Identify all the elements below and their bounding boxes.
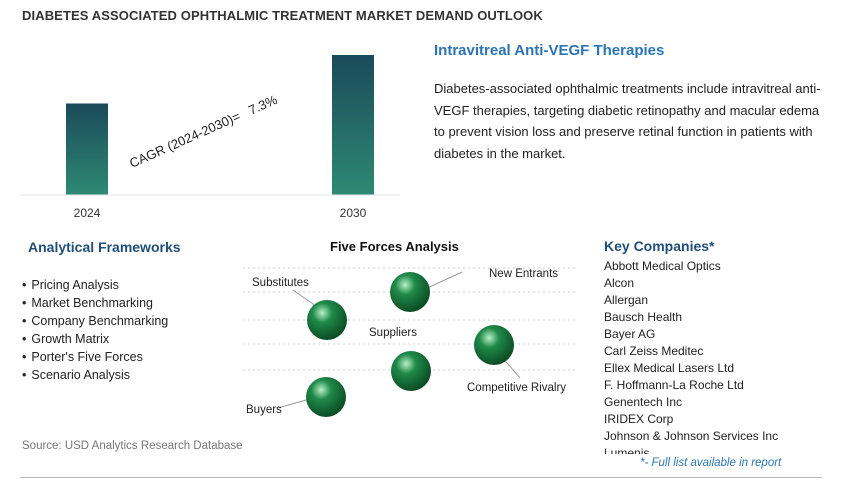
label-new-entrants: New Entrants	[489, 268, 558, 280]
sphere-substitutes	[307, 300, 347, 340]
sphere-new-entrants	[390, 272, 430, 312]
bar-2030	[332, 55, 374, 195]
framework-item: Porter's Five Forces	[22, 348, 168, 366]
framework-item: Market Benchmarking	[22, 294, 168, 312]
cagr-annotation: CAGR (2024-2030)= 7.3%	[127, 92, 280, 171]
companies-title: Key Companies*	[604, 238, 715, 254]
company-item: Johnson & Johnson Services Inc	[604, 429, 779, 443]
bar-2024	[66, 103, 108, 195]
company-item: Ellex Medical Lasers Ltd	[604, 361, 735, 375]
page-title: DIABETES ASSOCIATED OPHTHALMIC TREATMENT…	[22, 8, 543, 23]
x-tick-label: 2024	[74, 206, 101, 220]
x-tick-label: 2030	[340, 206, 367, 220]
company-item: Allergan	[604, 293, 649, 307]
label-substitutes: Substitutes	[252, 277, 309, 289]
company-item: Lumenis	[604, 446, 650, 454]
market-bar-chart: 2024 2030 CAGR (2024-2030)= 7.3%	[20, 55, 400, 220]
label-buyers: Buyers	[246, 404, 282, 416]
framework-item: Company Benchmarking	[22, 312, 168, 330]
sphere-competitive-rivalry	[474, 325, 514, 365]
segment-description: Diabetes-associated ophthalmic treatment…	[434, 81, 821, 161]
company-item: Carl Zeiss Meditec	[604, 344, 704, 358]
company-item: Bausch Health	[604, 310, 683, 324]
segment-title: Intravitreal Anti-VEGF Therapies	[434, 42, 665, 59]
company-item: Genentech Inc	[604, 395, 683, 409]
company-item: Bayer AG	[604, 327, 656, 341]
full-list-footnote: *- Full list available in report	[640, 457, 782, 469]
framework-item: Growth Matrix	[22, 330, 168, 348]
frameworks-list: Pricing AnalysisMarket BenchmarkingCompa…	[22, 276, 168, 384]
companies-list: Abbott Medical Optics Alcon Allergan Bausch…	[604, 258, 834, 454]
frameworks-title: Analytical Frameworks	[28, 239, 181, 255]
company-item: IRIDEX Corp	[604, 412, 674, 426]
five-forces-title: Five Forces Analysis	[330, 239, 459, 254]
company-item: Alcon	[604, 276, 635, 290]
bottom-divider	[20, 477, 822, 478]
sphere-suppliers	[391, 351, 431, 391]
framework-item: Scenario Analysis	[22, 366, 168, 384]
company-item: Abbott Medical Optics	[604, 259, 721, 273]
company-item: F. Hoffmann-La Roche Ltd	[604, 378, 744, 392]
sphere-buyers	[306, 377, 346, 417]
companies-list-viewport: Abbott Medical Optics Alcon Allergan Bausch…	[604, 258, 834, 454]
source-note: Source: USD Analytics Research Database	[22, 440, 243, 452]
label-suppliers: Suppliers	[369, 327, 417, 339]
label-competitive-rivalry: Competitive Rivalry	[467, 382, 566, 394]
five-forces-diagram: Substitutes New Entrants Suppliers Compe…	[243, 267, 578, 417]
framework-item: Pricing Analysis	[22, 276, 168, 294]
